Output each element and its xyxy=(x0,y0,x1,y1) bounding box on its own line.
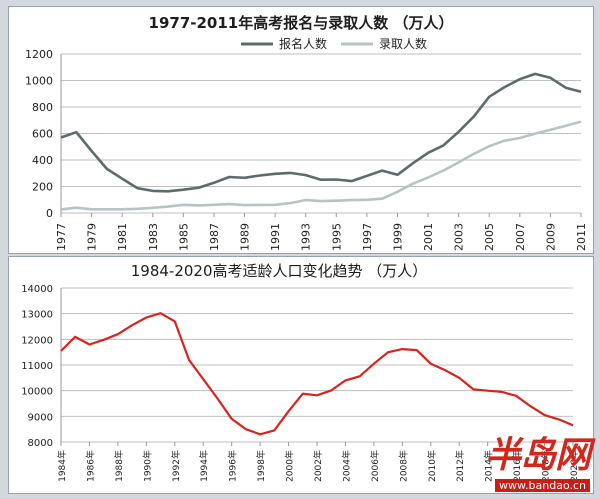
y-tick-label: 600 xyxy=(32,128,53,141)
x-tick-label: 2011 xyxy=(575,223,588,251)
x-tick-label: 2014年 xyxy=(483,450,495,482)
y-tick-label: 14000 xyxy=(21,284,53,295)
watermark-url: www.bandao.cn xyxy=(495,479,590,492)
y-tick-label: 12000 xyxy=(21,335,53,346)
chart-legend: 报名人数 录取人数 xyxy=(241,36,427,51)
x-tick-label: 1985 xyxy=(177,223,190,251)
x-tick-label: 2007 xyxy=(514,223,527,251)
grid-lines xyxy=(60,287,573,443)
y-tick-label: 800 xyxy=(32,101,53,114)
x-tick-label: 1993 xyxy=(300,223,313,251)
x-tick-label: 1987 xyxy=(208,223,221,251)
chart-panel-applicants-admitted: 1977-2011年高考报名与录取人数 （万人） 报名人数 录取人数 0 200 4… xyxy=(8,6,594,254)
x-tick-label: 1996年 xyxy=(227,450,239,482)
legend-label-admitted: 录取人数 xyxy=(379,36,427,51)
x-tick-label: 2004年 xyxy=(340,450,352,482)
x-tick-label: 1991 xyxy=(269,223,282,251)
x-tick-label: 1981 xyxy=(116,223,129,251)
x-tick-label: 1999 xyxy=(391,223,404,251)
x-tick-label: 2001 xyxy=(422,223,435,251)
chart-title: 1984-2020高考适龄人口变化趋势 （万人） xyxy=(131,262,428,280)
series-line-1 xyxy=(60,120,582,211)
legend-label-applicants: 报名人数 xyxy=(279,36,327,51)
series-lines xyxy=(60,72,582,211)
chart-title: 1977-2011年高考报名与录取人数 （万人） xyxy=(149,14,454,32)
x-tick-label: 2002年 xyxy=(312,450,324,482)
x-tick-label: 1979 xyxy=(86,223,99,251)
x-tick-label: 2009 xyxy=(544,223,557,251)
series-line-0 xyxy=(60,72,582,193)
x-tick-label: 1988年 xyxy=(113,450,125,482)
y-tick-label: 0 xyxy=(46,207,53,220)
watermark-text: 半岛网 xyxy=(484,434,591,476)
x-tick-label: 1983 xyxy=(147,223,160,251)
grid-lines xyxy=(60,53,581,214)
watermark-logo: 半岛网 www.bandao.cn xyxy=(484,434,591,493)
x-tick-label: 2018年 xyxy=(540,450,552,482)
x-tick-label: 1989 xyxy=(239,223,252,251)
x-tick-label: 1986年 xyxy=(84,450,96,482)
x-tick-label: 1984年 xyxy=(56,450,68,482)
y-tick-label: 11000 xyxy=(21,361,53,372)
y-tick-label: 400 xyxy=(32,154,53,167)
x-tick-label: 1994年 xyxy=(198,450,210,482)
x-tick-label: 1990年 xyxy=(141,450,153,482)
series-lines xyxy=(60,312,574,436)
y-axis-ticks: 0 200 400 600 800 1000 1200 xyxy=(25,48,53,220)
x-tick-label: 1977 xyxy=(55,223,68,251)
y-axis-ticks: 8000 9000 10000 11000 12000 13000 14000 xyxy=(21,284,53,449)
x-tick-label: 2003 xyxy=(453,223,466,251)
y-tick-label: 1000 xyxy=(25,75,53,88)
y-tick-label: 200 xyxy=(32,181,53,194)
y-tick-label: 13000 xyxy=(21,310,53,321)
chart-applicants-admitted: 1977-2011年高考报名与录取人数 （万人） 报名人数 录取人数 0 200 4… xyxy=(25,14,588,251)
y-tick-label: 9000 xyxy=(28,412,53,423)
x-tick-label: 2012年 xyxy=(454,450,466,482)
x-tick-label: 1995 xyxy=(330,223,343,251)
y-tick-label: 1200 xyxy=(25,48,53,61)
chart-panel-population: 1984-2020高考适龄人口变化趋势 （万人） 8000 9000 10000 11… xyxy=(8,256,594,494)
x-tick-label: 1998年 xyxy=(255,450,267,482)
x-tick-label: 2008年 xyxy=(397,450,409,482)
x-tick-label: 2010年 xyxy=(426,450,438,482)
x-tick-label: 2006年 xyxy=(369,450,381,482)
x-tick-label: 1992年 xyxy=(170,450,182,482)
x-tick-label: 2005 xyxy=(483,223,496,251)
x-tick-label: 2000年 xyxy=(284,450,296,482)
y-tick-label: 8000 xyxy=(28,438,53,449)
y-tick-label: 10000 xyxy=(21,387,53,398)
series-line-0 xyxy=(60,312,574,436)
x-tick-label: 2020年 xyxy=(568,450,580,482)
x-tick-label: 1997 xyxy=(361,223,374,251)
chart-population: 1984-2020高考适龄人口变化趋势 （万人） 8000 9000 10000 11… xyxy=(21,262,580,482)
x-axis-ticks: 1984年 1986年 1988年 1990年 1992年 1994年 1996年 1998年… xyxy=(56,442,580,482)
x-tick-label: 2016年 xyxy=(511,450,523,482)
x-axis-ticks: 1977 1979 1981 1983 1985 1987 1989 1991 1993 1995… xyxy=(55,213,588,251)
